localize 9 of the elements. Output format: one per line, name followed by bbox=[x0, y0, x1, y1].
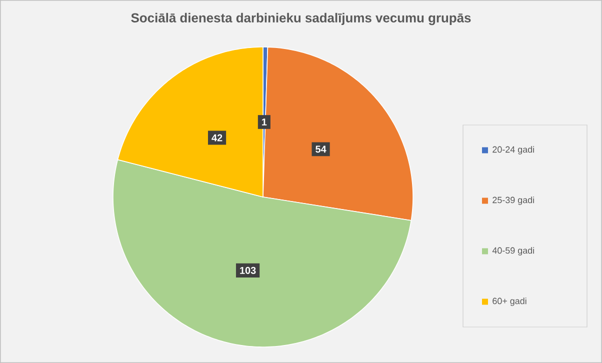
legend-label: 60+ gadi bbox=[492, 298, 526, 306]
legend-label: 40-59 gadi bbox=[492, 247, 534, 256]
legend-label: 20-24 gadi bbox=[492, 146, 534, 154]
data-label: 42 bbox=[212, 134, 222, 142]
data-label: 1 bbox=[262, 118, 267, 126]
data-label: 103 bbox=[240, 266, 256, 274]
chart-title: Sociālā dienesta darbinieku sadalījums vecumu grupās bbox=[131, 12, 471, 26]
legend-label: 25-39 gadi bbox=[492, 196, 534, 205]
data-label: 54 bbox=[316, 146, 326, 153]
